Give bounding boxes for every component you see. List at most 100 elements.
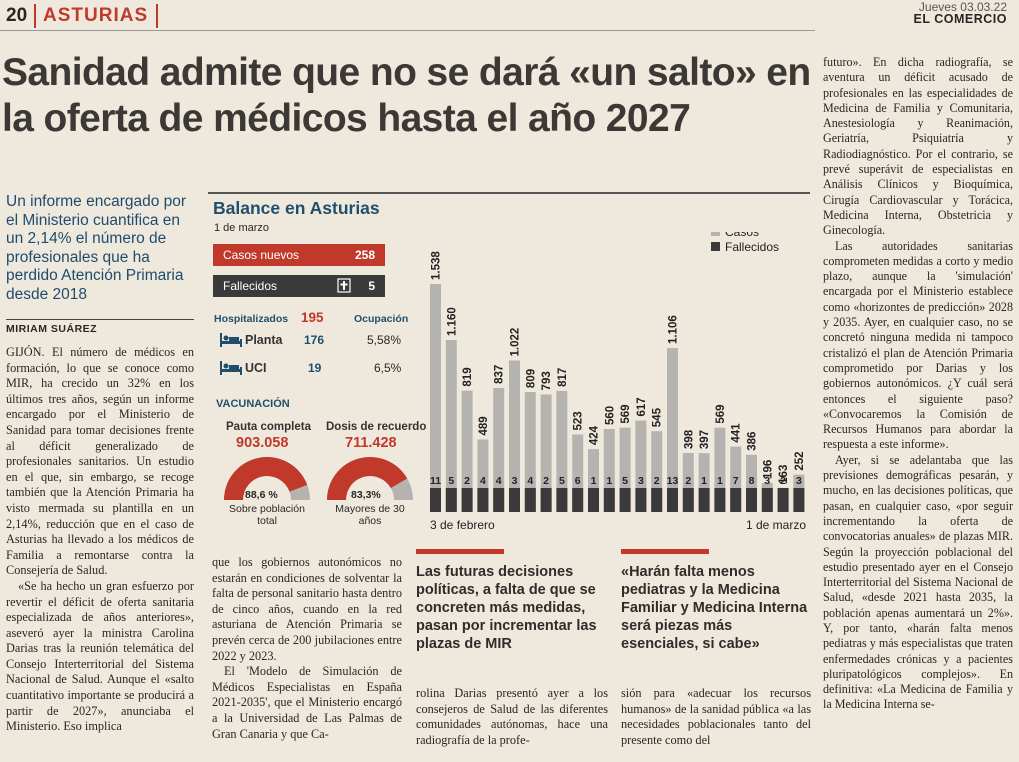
bar-fallecidos bbox=[619, 488, 631, 512]
data-label-fallecidos: 11 bbox=[430, 475, 441, 487]
bar-casos bbox=[667, 348, 678, 512]
pauta-completa-label: Pauta completa bbox=[226, 421, 311, 433]
data-label-casos: 793 bbox=[541, 371, 553, 390]
recuerdo-gauge-caption: Mayores de 30 años bbox=[335, 503, 405, 527]
paragraph: sión para «adecuar los recursos humanos»… bbox=[621, 686, 811, 747]
uci-ocupacion: 6,5% bbox=[374, 361, 402, 375]
data-label-fallecidos: 7 bbox=[733, 475, 739, 487]
pauta-gauge-caption: Sobre población total bbox=[229, 503, 305, 527]
headline: Sanidad admite que no se dará «un salto»… bbox=[2, 51, 811, 140]
data-label-fallecidos: 3 bbox=[796, 475, 802, 487]
data-label-casos: 617 bbox=[636, 397, 648, 416]
paragraph: «Se ha hecho un gran esfuerzo por revert… bbox=[6, 578, 194, 734]
bar-casos bbox=[635, 420, 647, 512]
data-label-fallecidos: 1 bbox=[717, 475, 723, 487]
bar-casos bbox=[730, 446, 742, 512]
data-label-casos: 163 bbox=[778, 465, 790, 484]
bar-fallecidos bbox=[445, 488, 457, 512]
hospitalizados-value: 195 bbox=[301, 310, 324, 325]
planta-ocupacion: 5,58% bbox=[367, 333, 402, 347]
subheadline: Un informe encargado por el Ministerio c… bbox=[6, 193, 187, 303]
article-column-2: que los gobiernos autonómicos no estarán… bbox=[212, 555, 402, 742]
section-divider bbox=[34, 4, 36, 28]
article-column-1: GIJÓN. El número de médicos en formación… bbox=[6, 345, 194, 735]
bar-casos bbox=[461, 390, 473, 512]
data-label-casos: 819 bbox=[462, 367, 474, 386]
data-label-fallecidos: 2 bbox=[780, 475, 786, 487]
author-byline: MIRIAM SUÁREZ bbox=[6, 323, 98, 335]
data-label-fallecidos: 4 bbox=[527, 475, 533, 487]
legend-swatch-fallecidos bbox=[711, 242, 720, 251]
data-label-casos: 489 bbox=[478, 416, 490, 435]
bar-fallecidos bbox=[777, 488, 789, 512]
x-axis-end-label: 1 de marzo bbox=[746, 518, 806, 532]
casos-nuevos-label: Casos nuevos bbox=[223, 248, 300, 262]
article-column-3: rolina Darias presentó ayer a los consej… bbox=[416, 686, 608, 748]
data-label-fallecidos: 1 bbox=[591, 475, 597, 487]
paragraph: Ayer, si se adelantaba que las prevision… bbox=[823, 452, 1013, 712]
data-label-fallecidos: 2 bbox=[685, 475, 691, 487]
data-label-fallecidos: 1 bbox=[701, 475, 707, 487]
data-label-fallecidos: 2 bbox=[654, 475, 660, 487]
uci-value: 19 bbox=[308, 361, 322, 375]
bar-fallecidos bbox=[603, 488, 615, 512]
issue-date: Jueves 03.03.22 bbox=[918, 0, 1007, 14]
gauge-fill bbox=[224, 457, 308, 500]
page-number: 20 bbox=[6, 5, 28, 26]
planta-value: 176 bbox=[304, 333, 325, 347]
bar-fallecidos bbox=[746, 488, 757, 512]
fallecidos-label: Fallecidos bbox=[223, 279, 278, 293]
data-label-casos: 523 bbox=[573, 411, 585, 430]
data-label-fallecidos: 2 bbox=[543, 475, 549, 487]
pull-quote-2: «Harán falta menos pediatras y la Medici… bbox=[621, 564, 808, 652]
article-column-4: sión para «adecuar los recursos humanos»… bbox=[621, 686, 811, 748]
infographic-date: 1 de marzo bbox=[214, 222, 270, 234]
bar-fallecidos bbox=[524, 488, 536, 512]
data-label-fallecidos: 4 bbox=[480, 475, 486, 487]
ocupacion-label: Ocupación bbox=[354, 313, 409, 325]
data-label-fallecidos: 5 bbox=[448, 475, 454, 487]
bar-casos bbox=[430, 284, 441, 512]
infographic-rule bbox=[208, 192, 810, 194]
quote-bar bbox=[621, 549, 709, 554]
planta-label: Planta bbox=[245, 333, 283, 347]
section-divider-right bbox=[156, 4, 158, 28]
data-label-casos: 397 bbox=[699, 430, 711, 449]
fallecidos-value: 5 bbox=[368, 279, 375, 293]
paragraph: futuro». En dicha radiografía, se aventu… bbox=[823, 55, 1013, 238]
data-label-fallecidos: 8 bbox=[749, 475, 755, 487]
recuerdo-value: 711.428 bbox=[345, 435, 397, 451]
recuerdo-label: Dosis de recuerdo bbox=[326, 421, 427, 433]
bar-fallecidos bbox=[761, 488, 773, 512]
pull-quote-1: Las futuras decisiones políticas, a falt… bbox=[416, 564, 597, 652]
paragraph: que los gobiernos autonómicos no estarán… bbox=[212, 555, 402, 663]
bar-casos bbox=[746, 454, 757, 512]
paragraph: rolina Darias presentó ayer a los consej… bbox=[416, 686, 608, 747]
bar-casos bbox=[524, 392, 536, 512]
gauge-fill bbox=[327, 457, 408, 500]
bar-fallecidos bbox=[698, 488, 710, 512]
data-label-casos: 1.160 bbox=[446, 307, 458, 336]
data-label-casos: 424 bbox=[589, 425, 601, 445]
bar-chart: CasosFallecidos1.538111.1605819248948374… bbox=[430, 232, 806, 532]
data-label-fallecidos: 5 bbox=[622, 475, 628, 487]
data-label-fallecidos: 5 bbox=[559, 475, 565, 487]
icu-bed-icon bbox=[220, 361, 242, 380]
bar-fallecidos bbox=[635, 488, 647, 512]
bar-casos bbox=[619, 427, 631, 512]
paragraph: Las autoridades sanitarias comprometen m… bbox=[823, 238, 1013, 452]
data-label-fallecidos: 1 bbox=[606, 475, 612, 487]
vacunacion-label: VACUNACIÓN bbox=[216, 398, 290, 410]
infographic: Balance en Asturias 1 de marzo Casos nue… bbox=[208, 192, 810, 538]
casos-nuevos-value: 258 bbox=[354, 248, 375, 262]
paragraph: El 'Modelo de Simulación de Médicos Espe… bbox=[212, 664, 402, 741]
data-label-casos: 569 bbox=[715, 404, 727, 423]
data-label-casos: 817 bbox=[557, 368, 569, 387]
newspaper-name: EL COMERCIO bbox=[913, 12, 1007, 26]
bar-casos bbox=[572, 434, 584, 512]
uci-label: UCI bbox=[245, 361, 267, 375]
bar-casos bbox=[714, 427, 726, 512]
recuerdo-gauge-pct: 83,3% bbox=[351, 489, 381, 501]
bar-fallecidos bbox=[682, 488, 694, 512]
bar-fallecidos bbox=[730, 488, 742, 512]
